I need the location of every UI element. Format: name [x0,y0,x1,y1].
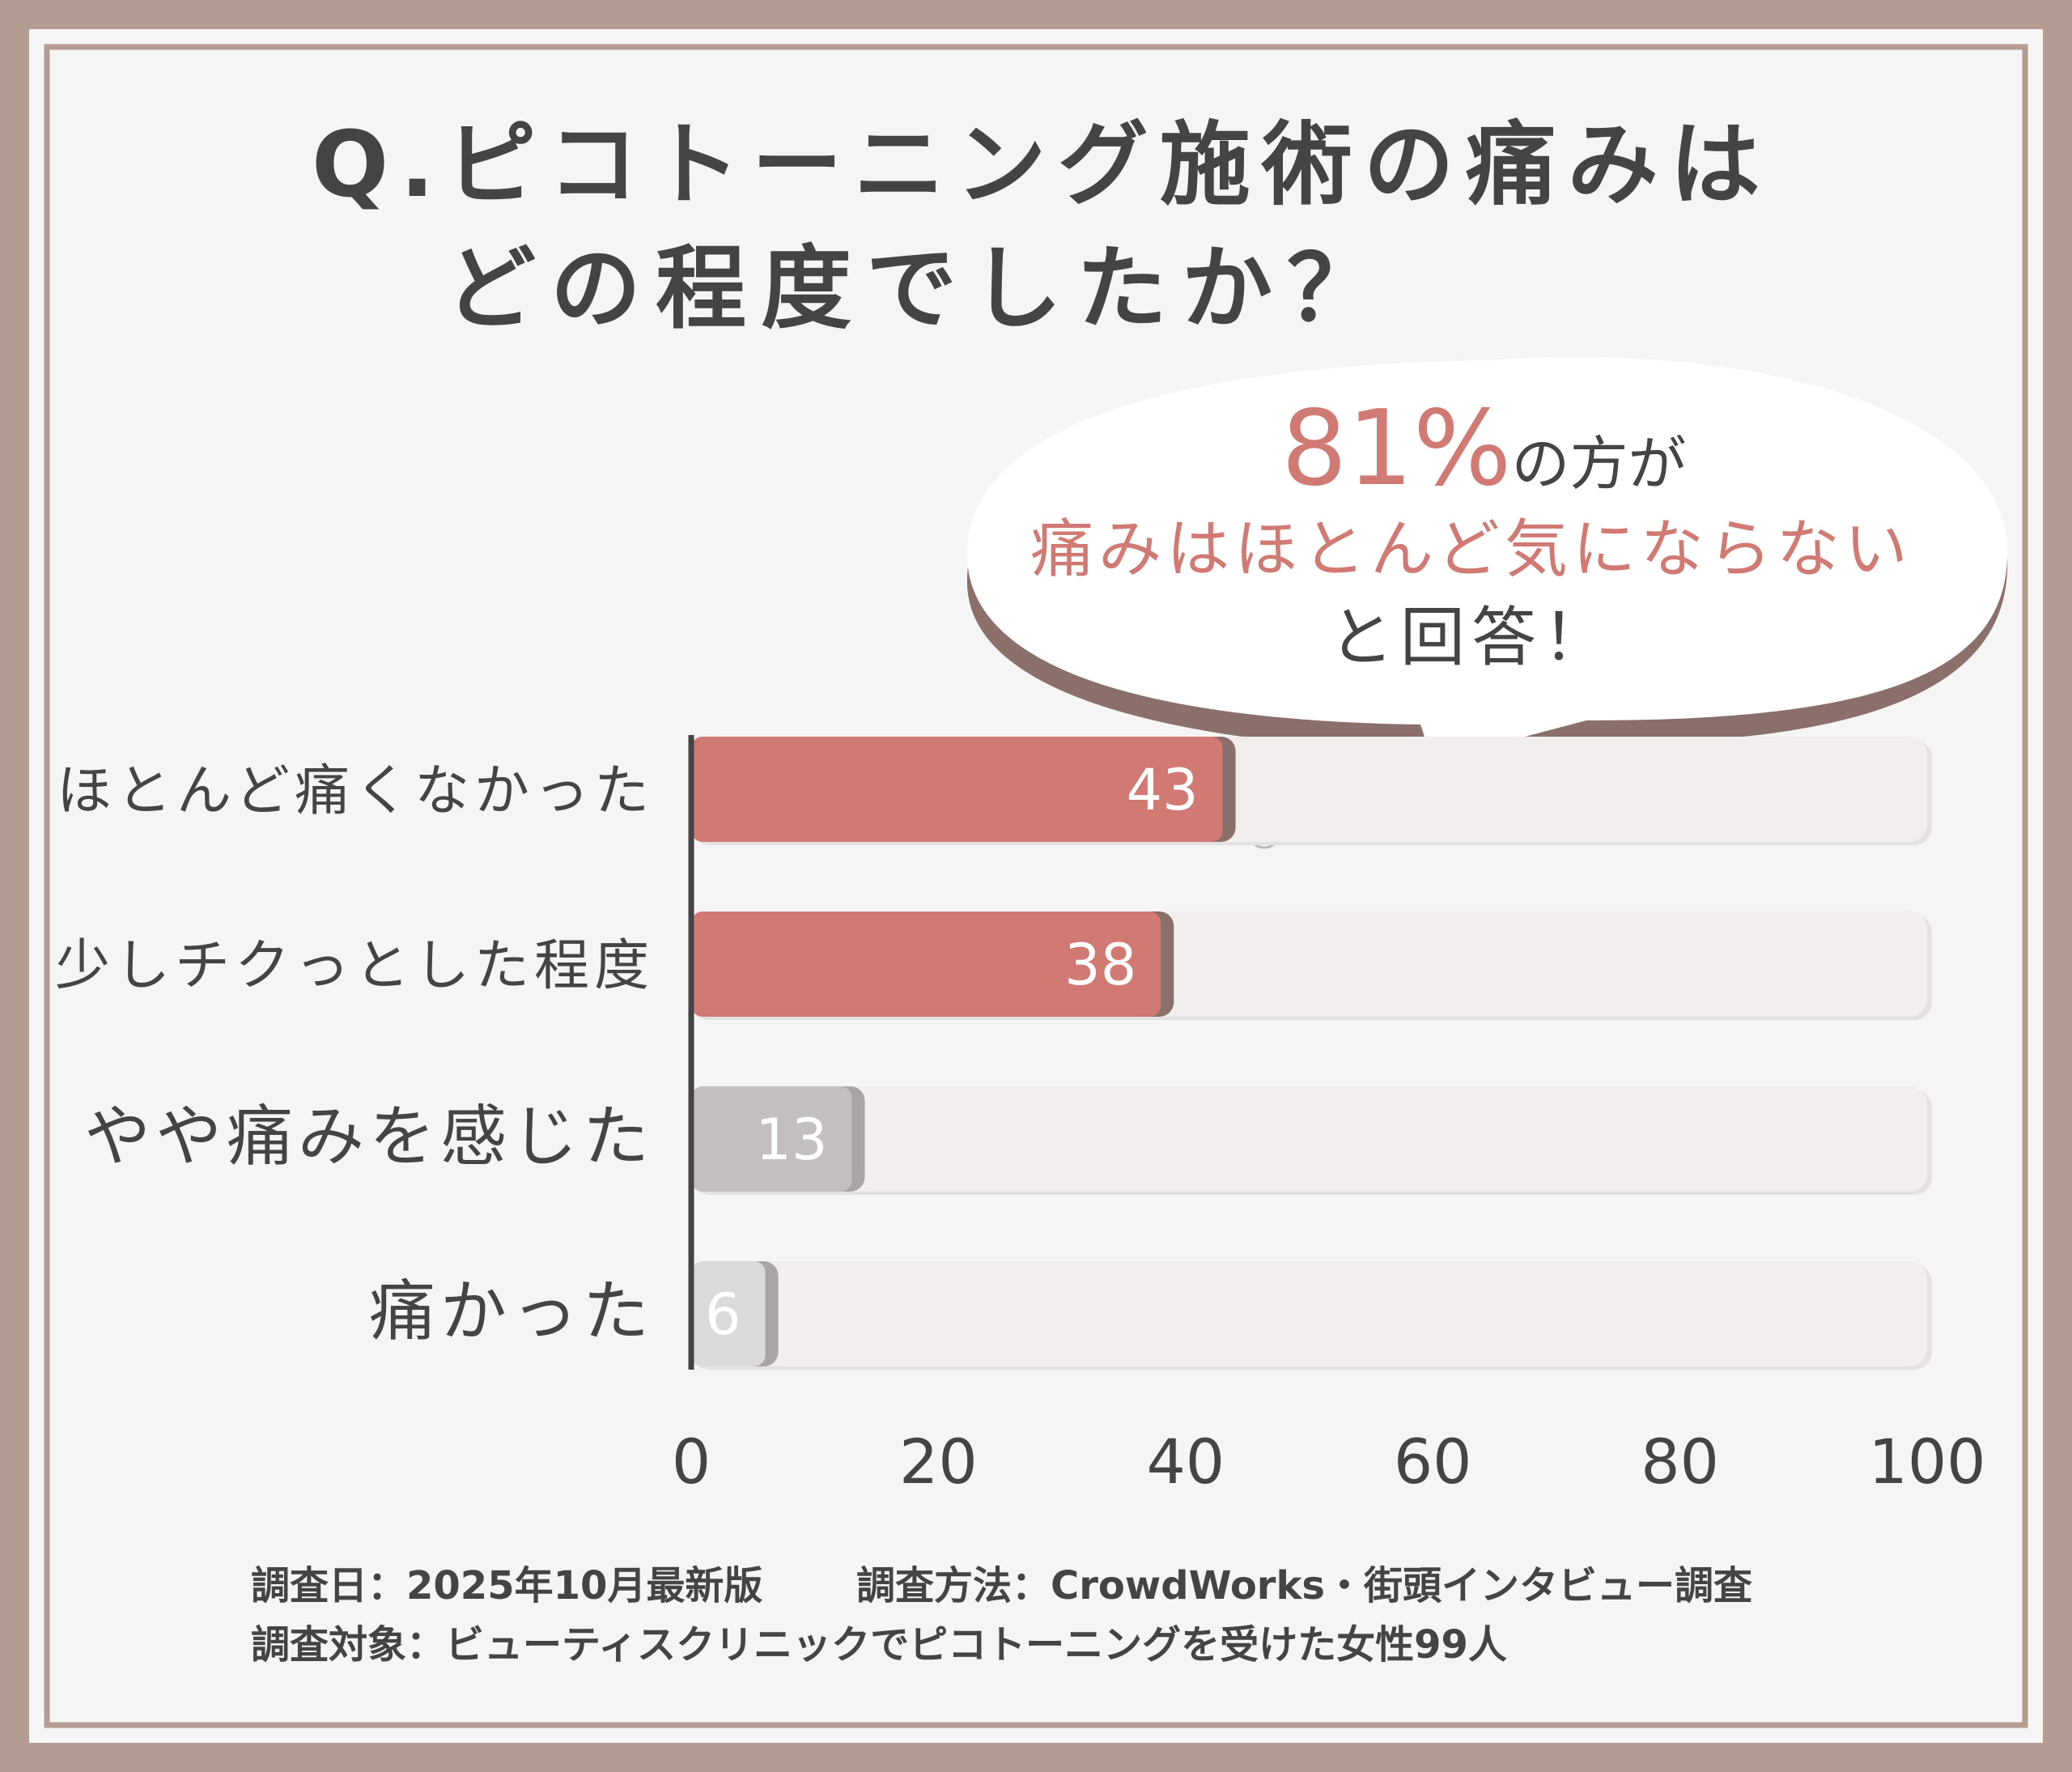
bubble-body [966,357,2008,761]
title-line-2: どの程度でしたか？ [445,236,1392,342]
bar-track [691,1261,1927,1366]
bar-track [691,1086,1927,1192]
bar [691,911,1161,1017]
title-line-1: Q.ピコトーニング施術の痛みは [312,113,1772,218]
bar-value-label: 38 [1064,932,1136,998]
speech-bubble: 81%の方が 痛みはほとんど気にならない と回答！ [966,357,2008,849]
x-tick-label: 100 [1868,1426,1985,1498]
footer-survey-target: 調査対象：ビューティスクリニックでピコトーニングを受けた女性99人 [251,1622,1507,1668]
callout-line-2: 痛みはほとんど気にならない [1030,513,1913,586]
callout-percent: 81%の方が [1281,389,1687,509]
bar-value-label: 6 [705,1281,741,1348]
bar [691,1261,766,1366]
bar-value-label: 13 [755,1107,827,1173]
x-tick-label: 20 [899,1426,978,1498]
category-label: 痛かった [369,1273,654,1350]
callout-line1-suffix: の方が [1512,430,1687,498]
panel [29,29,2043,1743]
bar [691,1086,852,1192]
category-label: 少しチクっとした程度 [55,934,654,998]
bar-chart: 43 ほとんど痛くなかった 38 少しチクっとした程度 13 やや痛みを感じた 6 痛かった 0… [55,735,1986,1498]
category-label: やや痛みを感じた [84,1098,654,1175]
x-tick-label: 0 [672,1426,711,1498]
inner-border [44,44,2028,1728]
bar-value-label: 43 [1127,757,1199,823]
category-label: ほとんど痛くなかった [57,759,654,823]
footer-survey-method: 調査方法：CrowdWorks・街頭インタビュー調査 [856,1563,1752,1608]
bar [691,737,1223,842]
x-tick-label: 80 [1641,1426,1719,1498]
x-tick-label: 40 [1146,1426,1225,1498]
footer-survey-date: 調査日：2025年10月最新版 [251,1563,762,1608]
x-tick-label: 60 [1394,1426,1472,1498]
callout-line-3: と回答！ [1329,600,1614,675]
